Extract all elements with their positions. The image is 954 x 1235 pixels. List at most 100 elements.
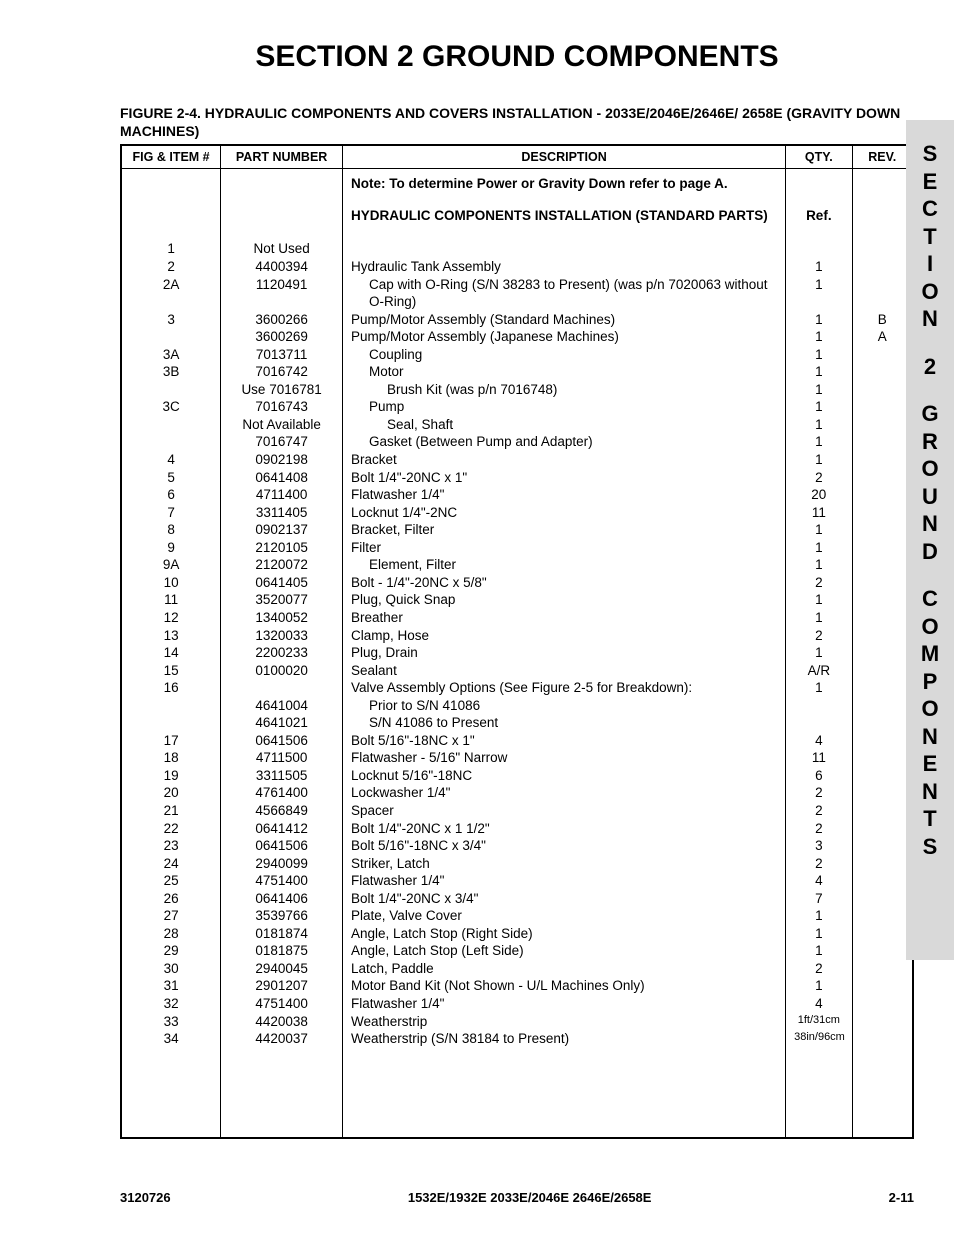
side-tab-char: N — [922, 510, 938, 538]
table-body: Note: To determine Power or Gravity Down… — [121, 169, 913, 1138]
cell-part: 2200233 — [221, 644, 343, 662]
side-tab-char: S — [923, 140, 938, 168]
table-row: 7016747Gasket (Between Pump and Adapter)… — [121, 433, 913, 451]
cell-rev: A — [852, 328, 913, 346]
cell-desc: Seal, Shaft — [343, 416, 786, 434]
cell-part: 0641506 — [221, 732, 343, 750]
cell-item: 9A — [121, 556, 221, 574]
side-tab-char: T — [923, 223, 936, 251]
cell-rev — [852, 697, 913, 715]
cell-rev — [852, 662, 913, 680]
cell-rev — [852, 837, 913, 855]
cell-item: 30 — [121, 960, 221, 978]
table-row: 9A2120072Element, Filter1 — [121, 556, 913, 574]
cell-qty: 1 — [786, 644, 852, 662]
cell-qty: 2 — [786, 855, 852, 873]
side-tab-char: R — [922, 428, 938, 456]
cell-qty: 1 — [786, 416, 852, 434]
table-row: 64711400Flatwasher 1/4"20 — [121, 486, 913, 504]
cell-qty: 2 — [786, 627, 852, 645]
cell-part: 4751400 — [221, 872, 343, 890]
cell-desc: Bolt - 1/4"-20NC x 5/8" — [343, 574, 786, 592]
cell-rev — [852, 469, 913, 487]
cell-item: 2 — [121, 258, 221, 276]
cell-part: 3600266 — [221, 311, 343, 329]
cell-part: 2901207 — [221, 977, 343, 995]
cell-part: 1340052 — [221, 609, 343, 627]
cell-desc: Cap with O-Ring (S/N 38283 to Present) (… — [343, 276, 786, 311]
cell-part: 2940045 — [221, 960, 343, 978]
cell-desc: Bolt 1/4"-20NC x 3/4" — [343, 890, 786, 908]
cell-qty: 1 — [786, 907, 852, 925]
table-row: 24400394Hydraulic Tank Assembly1 — [121, 258, 913, 276]
cell-rev — [852, 539, 913, 557]
cell-part: 4751400 — [221, 995, 343, 1013]
table-row: 312901207Motor Band Kit (Not Shown - U/L… — [121, 977, 913, 995]
cell-part: 4711400 — [221, 486, 343, 504]
cell-desc: Bolt 5/16"-18NC x 1" — [343, 732, 786, 750]
table-row: Use 7016781Brush Kit (was p/n 7016748)1 — [121, 381, 913, 399]
table-row: 280181874Angle, Latch Stop (Right Side)1 — [121, 925, 913, 943]
cell-part: 0641412 — [221, 820, 343, 838]
cell-qty: 1 — [786, 977, 852, 995]
table-row: 260641406Bolt 1/4"-20NC x 3/4"7 — [121, 890, 913, 908]
cell-qty: 2 — [786, 960, 852, 978]
cell-rev — [852, 784, 913, 802]
table-row: 121340052Breather1 — [121, 609, 913, 627]
cell-rev — [852, 398, 913, 416]
cell-item: 27 — [121, 907, 221, 925]
side-tab-char: S — [923, 833, 938, 861]
cell-part: 7016747 — [221, 433, 343, 451]
footer-center: 1532E/1932E 2033E/2046E 2646E/2658E — [408, 1190, 652, 1205]
side-tab-char: M — [921, 640, 939, 668]
table-row: 214566849Spacer2 — [121, 802, 913, 820]
cell-item: 32 — [121, 995, 221, 1013]
cell-qty: 1 — [786, 609, 852, 627]
side-tab-char: O — [921, 455, 938, 483]
page: SECTION 2 GROUND COMPONENTS FIGURE 2-4. … — [0, 0, 954, 1235]
side-tab-char: C — [922, 585, 938, 613]
cell-desc: Hydraulic Tank Assembly — [343, 258, 786, 276]
cell-qty: 1 — [786, 433, 852, 451]
cell-part: Not Used — [221, 240, 343, 258]
cell-part: 0641406 — [221, 890, 343, 908]
cell-rev — [852, 749, 913, 767]
page-footer: 3120726 1532E/1932E 2033E/2046E 2646E/26… — [120, 1190, 914, 1205]
cell-rev — [852, 381, 913, 399]
cell-qty: 1 — [786, 381, 852, 399]
cell-item: 18 — [121, 749, 221, 767]
table-row: 80902137Bracket, Filter1 — [121, 521, 913, 539]
cell-item — [121, 433, 221, 451]
cell-part: 2120072 — [221, 556, 343, 574]
cell-rev — [852, 556, 913, 574]
cell-item: 26 — [121, 890, 221, 908]
table-row: 302940045Latch, Paddle2 — [121, 960, 913, 978]
cell-part: 7016743 — [221, 398, 343, 416]
cell-desc: Flatwasher 1/4" — [343, 486, 786, 504]
table-row: 73311405Locknut 1/4"-2NC11 — [121, 504, 913, 522]
cell-desc: Bracket, Filter — [343, 521, 786, 539]
cell-rev — [852, 820, 913, 838]
table-row: 254751400Flatwasher 1/4"4 — [121, 872, 913, 890]
cell-part: 4641021 — [221, 714, 343, 732]
side-tab-char: O — [921, 695, 938, 723]
section-header-qty: Ref. — [786, 199, 852, 241]
cell-part: 3311505 — [221, 767, 343, 785]
side-tab-char: C — [922, 195, 938, 223]
th-rev: REV. — [852, 145, 913, 169]
cell-rev — [852, 451, 913, 469]
cell-part: 4566849 — [221, 802, 343, 820]
table-row: 334420038Weatherstrip1ft/31cm — [121, 1013, 913, 1031]
cell-part: 4420037 — [221, 1030, 343, 1048]
note-row: Note: To determine Power or Gravity Down… — [121, 169, 913, 199]
cell-part: 3539766 — [221, 907, 343, 925]
table-row: 3C7016743Pump1 — [121, 398, 913, 416]
table-row: 2A1120491Cap with O-Ring (S/N 38283 to P… — [121, 276, 913, 311]
cell-part: 4400394 — [221, 258, 343, 276]
cell-qty: 1 — [786, 363, 852, 381]
cell-item: 13 — [121, 627, 221, 645]
cell-part: 0902137 — [221, 521, 343, 539]
cell-desc: Flatwasher 1/4" — [343, 872, 786, 890]
cell-rev — [852, 416, 913, 434]
th-item: FIG & ITEM # — [121, 145, 221, 169]
